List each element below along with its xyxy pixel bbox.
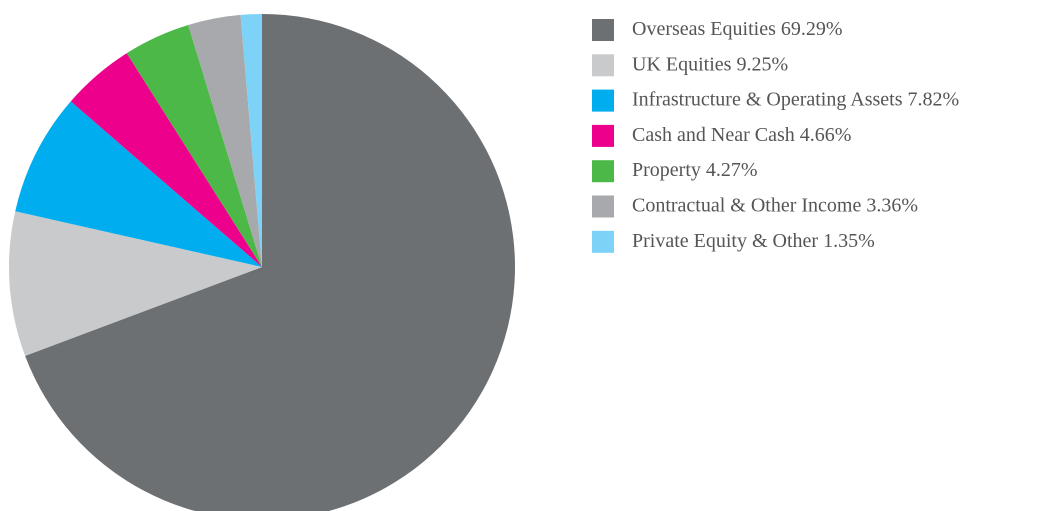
legend-swatch — [592, 89, 614, 112]
legend-value: 69.29% — [781, 18, 843, 40]
pie-slice — [240, 14, 262, 267]
legend-category: UK Equities — [632, 53, 732, 75]
legend-label: Cash and Near Cash 4.66% — [632, 123, 851, 145]
legend-value: 3.36% — [866, 194, 918, 216]
pie-slice — [15, 101, 263, 267]
legend-label: Overseas Equities 69.29% — [632, 18, 843, 40]
legend-swatch — [592, 54, 614, 77]
legend-swatch — [592, 160, 614, 183]
legend-category: Property — [632, 159, 701, 181]
legend-value: 7.82% — [907, 88, 959, 110]
legend-category: Overseas Equities — [632, 18, 776, 40]
legend-value: 4.27% — [706, 159, 758, 181]
legend-swatch — [592, 124, 614, 147]
legend-swatch — [592, 19, 614, 41]
legend-value: 4.66% — [800, 123, 852, 145]
pie-slice — [70, 53, 262, 268]
pie-slice — [9, 211, 263, 356]
legend-value: 1.35% — [823, 229, 875, 251]
legend-category: Private Equity & Other — [632, 229, 818, 251]
legend-category: Cash and Near Cash — [632, 123, 795, 145]
legend-swatch — [592, 195, 614, 218]
legend-label: Infrastructure & Operating Assets 7.82% — [632, 88, 959, 110]
legend-category: Infrastructure & Operating Assets — [632, 88, 903, 110]
legend-swatch — [592, 230, 614, 253]
legend-value: 9.25% — [736, 53, 788, 75]
pie-slice — [188, 14, 262, 268]
legend-label: Contractual & Other Income 3.36% — [632, 194, 918, 216]
legend-label: Property 4.27% — [632, 159, 758, 181]
legend-label: UK Equities 9.25% — [632, 53, 788, 75]
pie-slice — [25, 14, 515, 511]
legend-label: Private Equity & Other 1.35% — [632, 229, 875, 251]
legend-category: Contractual & Other Income — [632, 194, 861, 216]
pie-slice — [126, 24, 262, 267]
